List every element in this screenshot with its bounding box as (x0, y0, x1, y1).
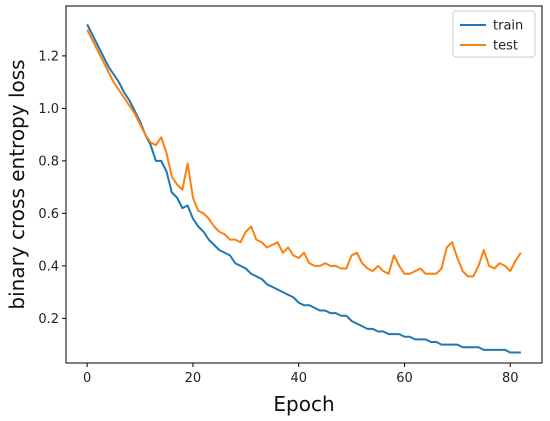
x-tick-label: 20 (185, 371, 202, 386)
y-tick-label: 0.2 (38, 312, 59, 327)
x-tick-label: 60 (396, 371, 413, 386)
plot-lines (86, 23, 522, 354)
y-tick-label: 1.0 (38, 102, 59, 117)
y-tick-label: 1.2 (38, 49, 59, 64)
y-tick-label: 0.8 (38, 154, 59, 169)
x-tick-label: 40 (290, 371, 307, 386)
x-axis-label: Epoch (273, 392, 334, 416)
x-tick-label: 0 (83, 371, 91, 386)
y-axis-ticks: 0.2 0.4 0.6 0.8 1.0 1.2 (38, 49, 66, 327)
y-tick-label: 0.4 (38, 259, 59, 274)
series-line-test (86, 29, 522, 278)
x-tick-label: 80 (502, 371, 519, 386)
y-tick-label: 0.6 (38, 207, 59, 222)
plot-frame (65, 5, 543, 364)
series-line-train (86, 23, 521, 354)
legend: train test (452, 10, 536, 58)
legend-label-train: train (493, 19, 523, 34)
legend-label-test: test (493, 39, 518, 54)
x-axis-ticks: 0 20 40 60 80 (83, 363, 519, 386)
y-axis-label: binary cross entropy loss (5, 59, 29, 309)
